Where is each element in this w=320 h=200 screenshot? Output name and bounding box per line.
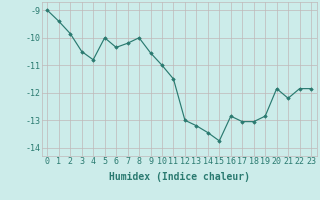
X-axis label: Humidex (Indice chaleur): Humidex (Indice chaleur) (109, 172, 250, 182)
